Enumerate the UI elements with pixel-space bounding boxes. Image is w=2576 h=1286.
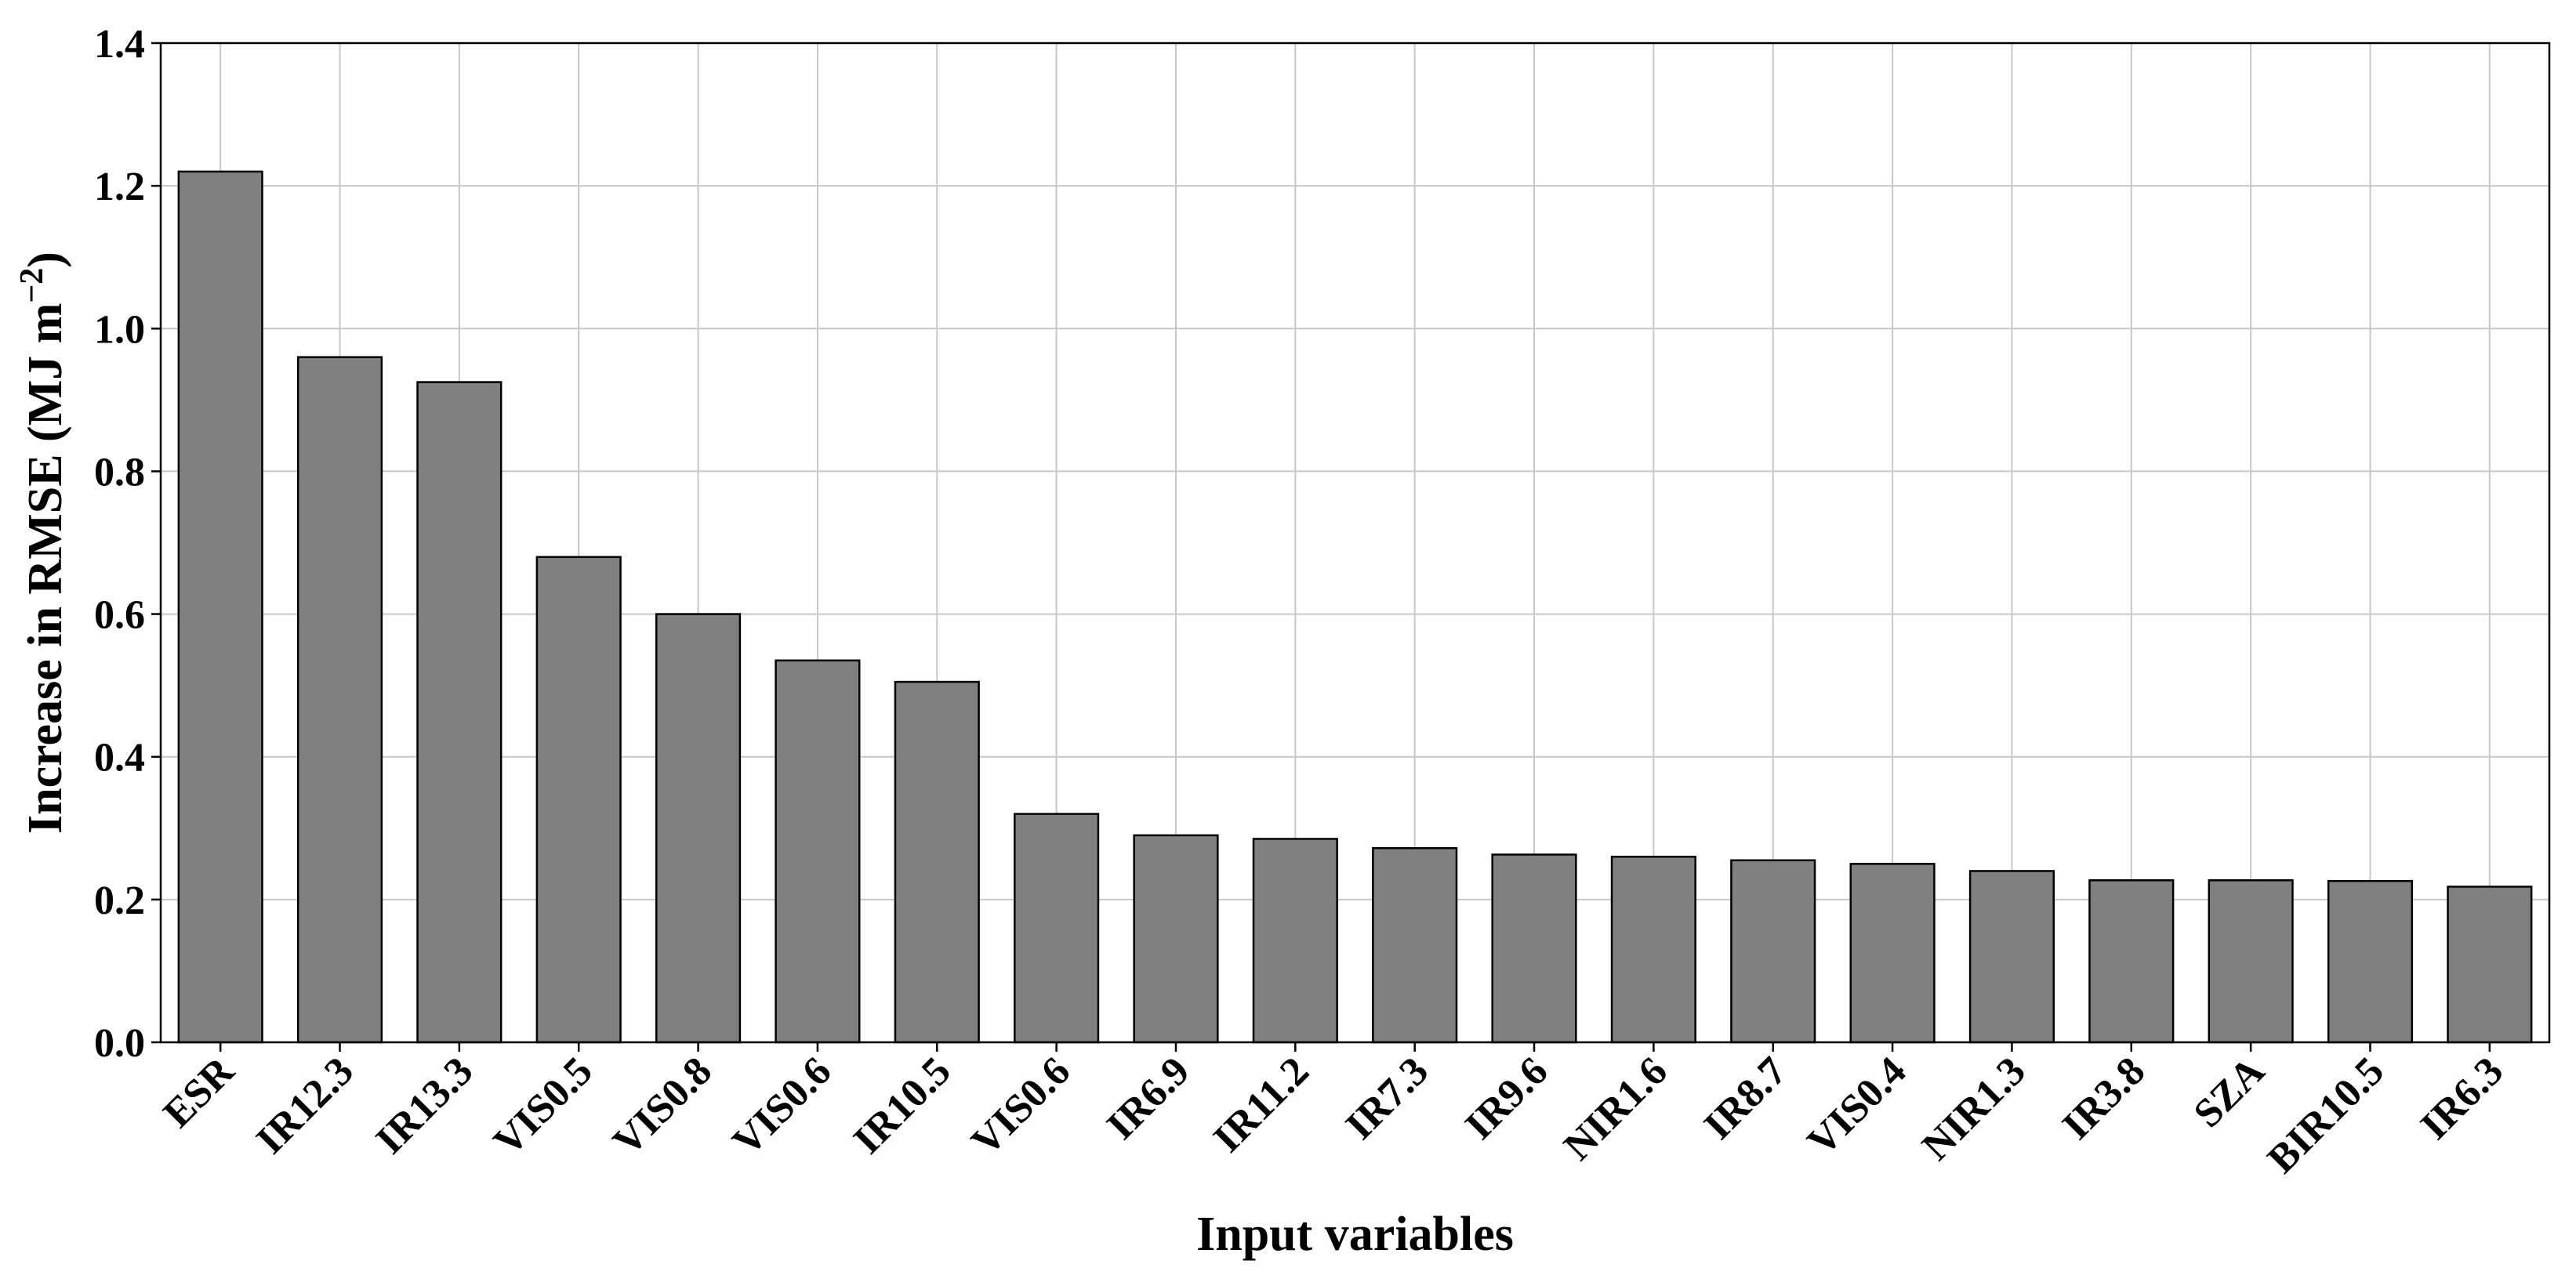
x-tick-label: IR6.9 xyxy=(1098,1049,1198,1148)
bar xyxy=(2208,879,2294,1044)
x-tick-label: VIS0.6 xyxy=(724,1049,840,1165)
x-tick-label: IR12.3 xyxy=(248,1049,362,1163)
x-tick-label: VIS0.5 xyxy=(485,1049,601,1165)
x-tick-label: NIR1.6 xyxy=(1555,1049,1676,1169)
x-tick-label: IR7.3 xyxy=(1337,1049,1437,1148)
x-axis-ticks: ESR IR12.3 IR13.3 VIS0.5 VIS0.8 VIS0.6 IR10.5 V… xyxy=(155,1042,2512,1182)
grid-lines xyxy=(161,42,2549,1043)
bars xyxy=(177,170,2533,1044)
x-tick-label: IR11.2 xyxy=(1205,1049,1317,1161)
bar xyxy=(1014,813,1100,1044)
bar xyxy=(296,356,383,1044)
bar xyxy=(655,613,742,1044)
bar xyxy=(535,556,622,1044)
bar xyxy=(1730,859,1816,1044)
x-tick-label: BIR10.5 xyxy=(2259,1049,2393,1182)
x-tick-label: VIS0.4 xyxy=(1799,1049,1915,1165)
bar xyxy=(1133,834,1219,1044)
y-tick-label: 0.4 xyxy=(94,736,145,781)
y-axis-label: Increase in RMSE (MJ m−2) xyxy=(14,252,72,834)
x-tick-label: NIR1.3 xyxy=(1914,1049,2034,1169)
x-tick-label: VIS0.6 xyxy=(963,1049,1079,1165)
x-tick-label: IR6.3 xyxy=(2412,1049,2512,1148)
bar xyxy=(2088,879,2175,1044)
x-tick-label: IR3.8 xyxy=(2054,1049,2153,1148)
x-tick-label: IR10.5 xyxy=(845,1049,960,1163)
x-axis-label: Input variables xyxy=(1196,1208,1514,1261)
bar xyxy=(1610,855,1696,1044)
bar xyxy=(894,680,980,1044)
bar xyxy=(177,170,263,1044)
y-axis-label-main: Increase in RMSE (MJ m xyxy=(19,303,72,834)
bar xyxy=(1252,838,1338,1044)
y-tick-label: 0.0 xyxy=(94,1021,145,1066)
y-tick-label: 0.8 xyxy=(94,450,145,494)
bar xyxy=(1849,863,1936,1044)
y-axis-label-suffix: ) xyxy=(19,252,72,268)
x-tick-label: VIS0.8 xyxy=(604,1049,720,1165)
x-tick-label: IR8.7 xyxy=(1696,1049,1795,1148)
y-tick-label: 0.2 xyxy=(94,878,145,923)
bar xyxy=(2447,886,2533,1044)
x-tick-label: IR9.6 xyxy=(1457,1049,1556,1148)
x-tick-label: IR13.3 xyxy=(368,1049,482,1163)
x-tick-label: SZA xyxy=(2186,1049,2273,1136)
plot-frame xyxy=(159,42,2551,1044)
y-axis-ticks: 0.0 0.2 0.4 0.6 0.8 1.0 1.2 1.4 xyxy=(94,22,161,1066)
bar xyxy=(775,659,861,1044)
y-tick-label: 1.4 xyxy=(94,22,145,67)
bar xyxy=(2327,879,2414,1044)
x-tick-label: ESR xyxy=(155,1048,244,1136)
bar xyxy=(1372,847,1458,1044)
y-tick-label: 0.6 xyxy=(94,593,145,638)
bar xyxy=(1491,853,1577,1044)
y-axis-label-superscript: −2 xyxy=(14,268,50,303)
y-tick-label: 1.0 xyxy=(94,307,145,352)
bar xyxy=(416,381,503,1044)
bar xyxy=(1968,870,2055,1044)
y-tick-label: 1.2 xyxy=(94,165,145,209)
